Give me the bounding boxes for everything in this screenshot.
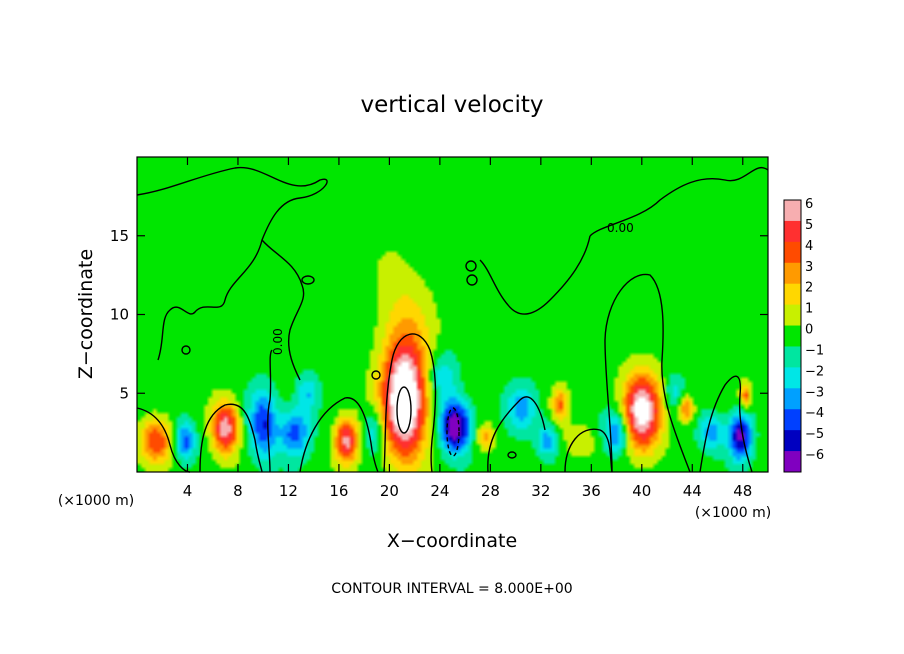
y-ticks: 5 10 15 [110,227,768,402]
contour-line [446,407,460,457]
x-tick-label: 4 [183,482,193,500]
x-tick-label: 48 [733,482,752,500]
colorbar-swatch [784,241,801,264]
contour-interval-note: CONTOUR INTERVAL = 8.000E+00 [331,581,572,597]
x-tick-label: 16 [329,482,348,500]
contour-line [136,166,328,361]
colorbar-swatch [784,367,801,389]
x-tick-label: 8 [233,482,243,500]
contour-line [699,375,753,473]
x-unit-right: (×1000 m) [695,505,771,521]
contour-line [299,397,379,473]
colorbar-swatch [784,220,801,243]
contour-line [396,386,412,434]
contour-line [371,370,381,380]
chart-title: vertical velocity [361,92,544,118]
contour-line [507,451,517,459]
colorbar-swatch [784,304,801,327]
colorbar-label: −5 [805,427,824,442]
x-tick-label: 28 [481,482,500,500]
colorbar-swatch [784,451,801,473]
colorbar-swatch [784,262,801,285]
x-tick-label: 44 [683,482,702,500]
contour-line [604,273,691,473]
contour-line [564,428,613,473]
contour-line [589,167,769,237]
colorbar-swatch [784,430,801,452]
colorbar-label: −2 [805,364,824,379]
x-tick-label: 24 [430,482,449,500]
colorbar-label: 5 [805,218,813,233]
contour-label: 0.00 [271,328,285,355]
contour-line [479,235,591,315]
x-ticks: 4 8 12 16 20 24 28 32 36 40 44 48 [183,157,752,500]
colorbar-swatch [784,283,801,306]
contour-line [199,403,263,473]
x-tick-label: 36 [582,482,601,500]
colorbar-label: 2 [805,281,813,296]
contour-label: 0.00 [607,221,634,235]
contour-line [261,239,305,381]
y-tick-label: 5 [119,384,129,402]
contour-line [466,274,478,286]
colorbar-label: −6 [805,448,824,463]
x-tick-label: 20 [380,482,399,500]
colorbar-swatch [784,200,801,222]
colorbar-label: 4 [805,239,813,254]
x-tick-label: 40 [632,482,651,500]
colorbar: 6 5 4 3 2 1 0 −1 −2 −3 −4 −5 −6 [783,197,824,473]
contour-line [181,345,191,355]
x-axis-label: X−coordinate [387,530,517,552]
colorbar-swatch [784,325,801,347]
contour-line [487,396,546,473]
contour-line [136,407,191,473]
colorbar-label: 1 [805,302,813,317]
y-tick-label: 15 [110,227,129,245]
colorbar-label: 6 [805,197,813,212]
zero-contours [136,166,769,473]
y-tick-label: 10 [110,306,129,324]
colorbar-swatch [784,409,801,431]
contour-line [301,275,315,285]
x-unit-left: (×1000 m) [58,493,134,509]
contour-line [465,260,477,272]
colorbar-frame [783,199,802,473]
colorbar-label: −4 [805,406,824,421]
contour-line [267,349,273,473]
colorbar-swatch [784,346,801,368]
colorbar-label: 3 [805,260,813,275]
colorbar-swatch [784,388,801,410]
colorbar-label: −3 [805,385,824,400]
contour-line [383,333,437,473]
colorbar-label: 0 [805,323,813,338]
y-axis-label: Z−coordinate [75,249,97,379]
x-tick-label: 32 [531,482,550,500]
colorbar-label: −1 [805,343,824,358]
x-tick-label: 12 [279,482,298,500]
